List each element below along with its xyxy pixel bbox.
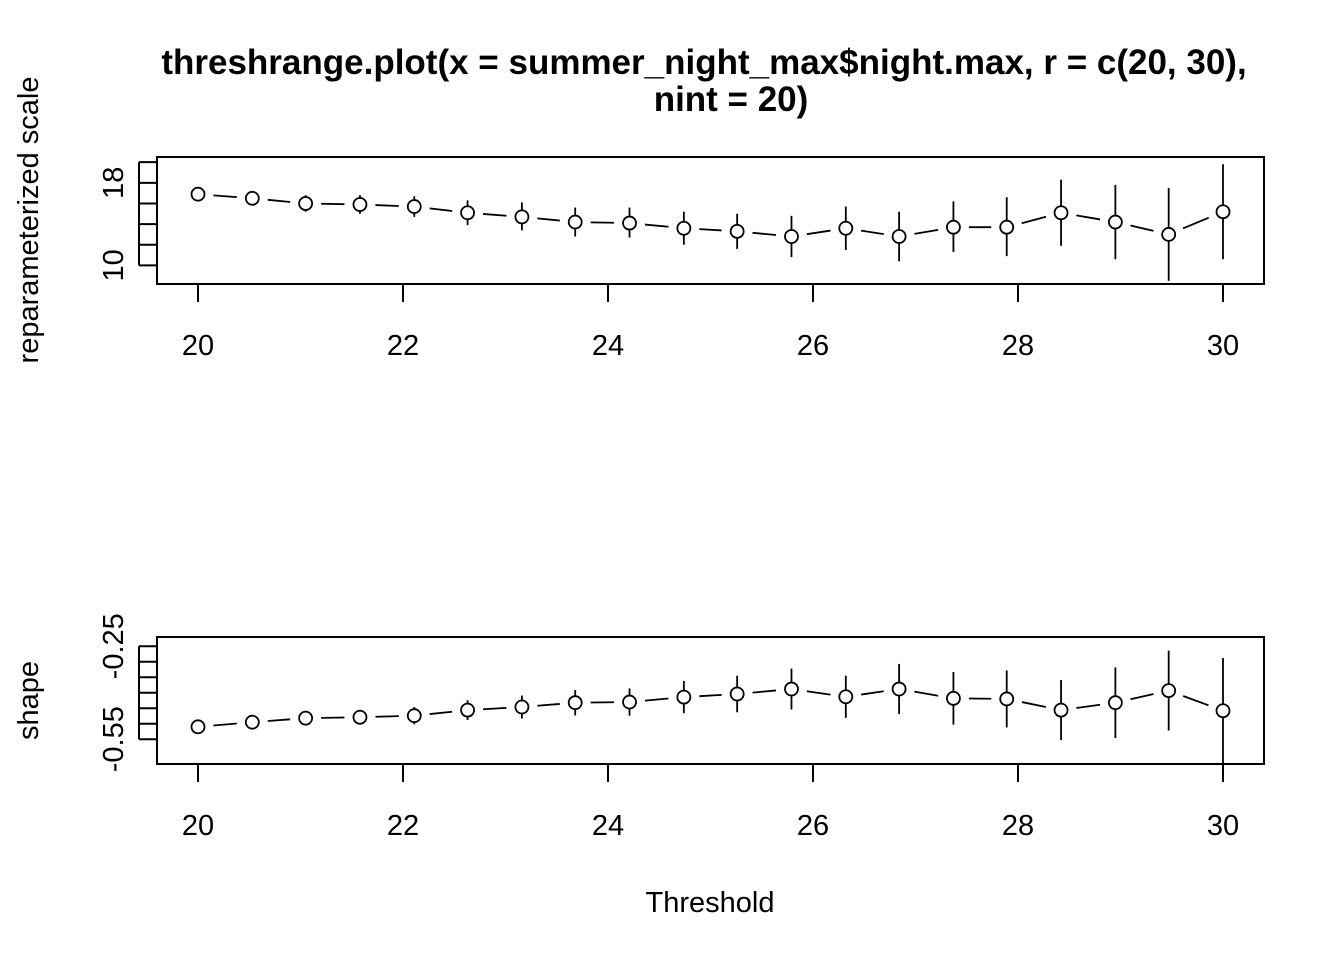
- connect-segment: [861, 690, 884, 696]
- x-tick-label: 26: [797, 330, 829, 362]
- data-point: [838, 220, 854, 236]
- data-point: [1161, 227, 1177, 242]
- data-point: [676, 689, 692, 705]
- connect-segment: [1130, 224, 1154, 232]
- data-point: [460, 702, 475, 718]
- connect-segment: [1076, 214, 1101, 221]
- x-tick-label: 28: [1002, 810, 1034, 842]
- connect-segment: [429, 207, 453, 212]
- connect-segment: [699, 693, 722, 698]
- y-tick-label: -0.55: [98, 706, 130, 772]
- data-point: [352, 709, 368, 725]
- data-point: [784, 681, 799, 697]
- data-point: [514, 209, 530, 225]
- connect-segment: [1021, 215, 1047, 225]
- data-point: [729, 686, 745, 702]
- x-tick-label: 20: [182, 330, 214, 362]
- chart-title-line2: nint = 20): [654, 80, 809, 119]
- data-point: [244, 190, 260, 206]
- connect-segment: [1182, 695, 1209, 707]
- x-tick-label: 22: [387, 810, 419, 842]
- data-point: [567, 214, 583, 230]
- connect-segment: [375, 715, 399, 718]
- data-point: [1053, 702, 1069, 718]
- x-tick-label: 22: [387, 330, 419, 362]
- x-tick-label: 20: [182, 810, 214, 842]
- data-point: [1161, 683, 1177, 698]
- y-tick-label: 18: [98, 167, 130, 199]
- x-tick-label: 24: [592, 330, 624, 362]
- connect-segment: [699, 228, 722, 232]
- connect-segment: [482, 213, 507, 217]
- connect-segment: [914, 228, 939, 235]
- data-point: [298, 710, 314, 726]
- data-point: [514, 699, 530, 715]
- connect-segment: [537, 217, 560, 222]
- connect-segment: [1182, 216, 1210, 230]
- y-axis-label: shape: [13, 661, 45, 740]
- data-point: [999, 219, 1015, 235]
- connect-segment: [267, 198, 291, 203]
- connect-segment: [537, 703, 560, 707]
- data-point: [298, 196, 314, 211]
- data-point: [946, 690, 961, 706]
- connect-segment: [1130, 693, 1154, 701]
- x-tick-label: 30: [1207, 810, 1239, 842]
- data-point: [622, 215, 637, 231]
- y-tick-label: -0.25: [98, 613, 130, 679]
- plot-frame: [156, 156, 1265, 285]
- connect-segment: [752, 231, 777, 236]
- connect-segment: [752, 689, 777, 694]
- connect-segment: [213, 194, 237, 199]
- data-point: [352, 197, 368, 212]
- y-axis-label: reparameterized scale: [13, 77, 45, 364]
- data-point: [1107, 695, 1123, 711]
- connect-segment: [429, 710, 453, 715]
- connect-segment: [806, 690, 831, 696]
- plot-frame: [156, 636, 1265, 765]
- data-point: [1107, 214, 1123, 230]
- connect-segment: [644, 697, 669, 702]
- x-axis-label: Threshold: [646, 887, 775, 919]
- x-tick-label: 24: [592, 810, 624, 842]
- data-point: [1215, 703, 1231, 719]
- connect-segment: [644, 223, 669, 228]
- data-point: [406, 708, 422, 724]
- data-point: [946, 219, 961, 235]
- connect-segment: [806, 229, 831, 236]
- shape-panel: 20 22 24 26 28 30 -0.55 -0.25 shape: [13, 613, 1265, 842]
- connect-segment: [860, 229, 884, 236]
- data-point: [460, 205, 475, 221]
- data-point: [999, 691, 1015, 707]
- data-point: [244, 714, 260, 730]
- data-point: [1215, 204, 1231, 220]
- connect-segment: [914, 690, 939, 697]
- x-tick-label: 28: [1002, 330, 1034, 362]
- data-point: [190, 719, 206, 735]
- data-point: [622, 694, 637, 710]
- data-point: [406, 199, 422, 214]
- x-tick-label: 30: [1207, 330, 1239, 362]
- data-point: [1053, 205, 1069, 221]
- chart-title-line1: threshrange.plot(x = summer_night_max$ni…: [161, 43, 1246, 82]
- scale-panel: 20 22 24 26 28 30 10 18 reparameterized scale: [13, 77, 1265, 364]
- connect-segment: [1021, 701, 1047, 708]
- connect-segment: [1076, 703, 1101, 709]
- connect-segment: [213, 722, 237, 727]
- data-point: [838, 689, 854, 705]
- connect-segment: [267, 718, 291, 722]
- connect-segment: [375, 204, 399, 207]
- x-tick-label: 26: [797, 810, 829, 842]
- data-point: [891, 681, 907, 697]
- data-point: [784, 229, 799, 244]
- data-point: [891, 229, 907, 244]
- data-point: [567, 695, 583, 711]
- connect-segment: [482, 706, 507, 711]
- y-tick-label: 10: [98, 249, 130, 281]
- data-point: [729, 223, 745, 239]
- data-point: [190, 186, 206, 202]
- data-point: [676, 220, 692, 236]
